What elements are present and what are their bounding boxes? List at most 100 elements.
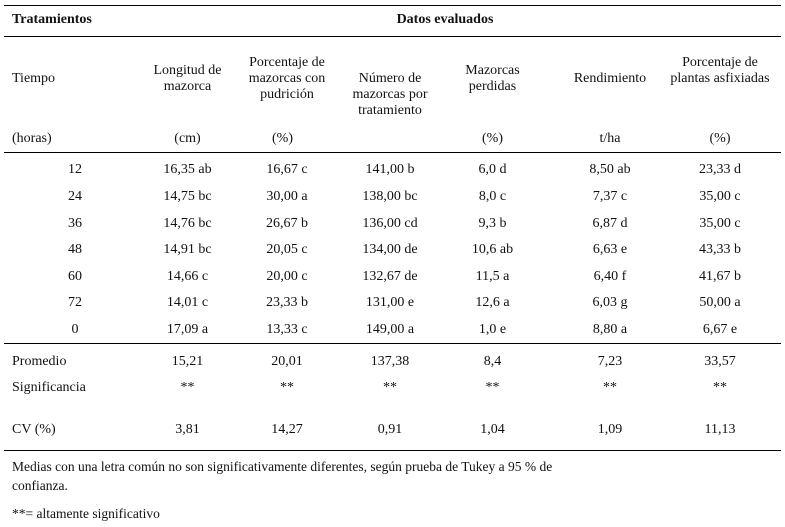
table-row: 36 14,76 bc 26,67 b 136,00 cd 9,3 b 6,87 d 35,… [0, 214, 785, 234]
value-cell: 136,00 cd [362, 216, 418, 231]
value-cell: 6,03 g [592, 295, 628, 310]
value-cell: 8,0 c [478, 189, 507, 204]
unit-perdidas: (%) [482, 131, 503, 146]
value-cell: 15,21 [171, 354, 204, 369]
col-numero: Número de mazorcas por tratamiento [352, 71, 428, 118]
value-cell: 141,00 b [365, 162, 415, 177]
unit-tiempo: (horas) [12, 131, 52, 146]
value-cell: 132,67 de [362, 269, 418, 284]
value-cell: 16,67 c [266, 162, 308, 177]
value-cell: 138,00 bc [362, 189, 418, 204]
table-row: 60 14,66 c 20,00 c 132,67 de 11,5 a 6,40 f 41,… [0, 267, 785, 287]
value-cell: 11,13 [704, 422, 736, 437]
table-row: CV (%) 3,81 14,27 0,91 1,04 1,09 11,13 [0, 420, 785, 440]
value-cell: 0,91 [377, 422, 403, 437]
row-label-cell: Significancia [12, 380, 86, 395]
row-label-cell: 0 [71, 322, 79, 337]
value-cell: ** [383, 380, 397, 395]
value-cell: 6,0 d [478, 162, 507, 177]
unit-rendimiento: t/ha [599, 131, 621, 146]
value-cell: 14,76 bc [163, 216, 212, 231]
value-cell: 20,05 c [266, 242, 308, 257]
value-cell: ** [603, 380, 617, 395]
value-cell: 14,27 [271, 422, 303, 437]
table-row: Significancia ** ** ** ** ** ** [0, 378, 785, 398]
value-cell: 8,50 ab [589, 162, 631, 177]
value-cell: 9,3 b [478, 216, 507, 231]
value-cell: 35,00 c [699, 216, 741, 231]
value-cell: 26,67 b [266, 216, 308, 231]
row-label-cell: 48 [68, 242, 82, 257]
value-cell: 11,5 a [475, 269, 510, 284]
value-cell: 8,4 [483, 354, 502, 369]
table-top-rule [4, 5, 781, 6]
value-cell: 20,01 [271, 354, 303, 369]
table-row: 72 14,01 c 23,33 b 131,00 e 12,6 a 6,03 g 50,0… [0, 293, 785, 313]
header-tratamientos: Tratamientos [12, 12, 92, 27]
row-label-cell: CV (%) [12, 422, 56, 437]
value-cell: 6,67 e [702, 322, 738, 337]
col-pudricion: Porcentaje de mazorcas con pudrición [248, 55, 326, 102]
note-medias: Medias con una letra común no son signif… [12, 459, 553, 493]
value-cell: 3,81 [175, 422, 200, 437]
row-label-cell: 60 [68, 269, 82, 284]
col-asfixiadas: Porcentaje de plantas asfixiadas [670, 55, 770, 86]
value-cell: 17,09 a [166, 322, 209, 337]
value-cell: 33,57 [704, 354, 736, 369]
value-cell: 6,63 e [592, 242, 628, 257]
value-cell: 1,0 e [478, 322, 507, 337]
data-bottom-rule [4, 343, 781, 344]
row-label-cell: 24 [68, 189, 82, 204]
value-cell: 14,75 bc [163, 189, 212, 204]
header-datos-evaluados: Datos evaluados [396, 12, 494, 27]
value-cell: 14,01 c [166, 295, 209, 310]
value-cell: 12,6 a [475, 295, 510, 310]
table-row: 0 17,09 a 13,33 c 149,00 a 1,0 e 8,80 a 6,67 e [0, 320, 785, 340]
note-significativo: **= altamente significativo [12, 506, 160, 521]
value-cell: ** [713, 380, 727, 395]
table-row: Promedio 15,21 20,01 137,38 8,4 7,23 33,57 [0, 352, 785, 372]
header-rule [4, 36, 781, 37]
value-cell: 23,33 d [699, 162, 741, 177]
value-cell: 7,37 c [592, 189, 628, 204]
col-rendimiento: Rendimiento [573, 71, 647, 86]
value-cell: 35,00 c [699, 189, 741, 204]
value-cell: 137,38 [370, 354, 410, 369]
value-cell: 131,00 e [365, 295, 415, 310]
value-cell: 50,00 a [699, 295, 741, 310]
value-cell: ** [180, 380, 195, 395]
col-tiempo: Tiempo [12, 71, 56, 86]
row-label-cell: Promedio [12, 354, 67, 369]
col-perdidas: Mazorcas perdidas [465, 63, 520, 94]
value-cell: 7,23 [597, 354, 623, 369]
value-cell: 16,35 ab [163, 162, 212, 177]
value-cell: 10,6 ab [471, 242, 514, 257]
value-cell: 41,67 b [699, 269, 741, 284]
units-rule [4, 152, 781, 153]
unit-longitud: (cm) [174, 131, 201, 146]
value-cell: ** [485, 380, 500, 395]
value-cell: 13,33 c [266, 322, 308, 337]
value-cell: 23,33 b [266, 295, 308, 310]
value-cell: 14,66 c [166, 269, 209, 284]
value-cell: 1,04 [480, 422, 505, 437]
table-row: 12 16,35 ab 16,67 c 141,00 b 6,0 d 8,50 ab 23,… [0, 160, 785, 180]
table-row: 24 14,75 bc 30,00 a 138,00 bc 8,0 c 7,37 c 35,… [0, 187, 785, 207]
value-cell: 8,80 a [592, 322, 628, 337]
unit-pudricion: (%) [272, 131, 293, 146]
row-label-cell: 36 [68, 216, 82, 231]
row-label-cell: 12 [68, 162, 82, 177]
value-cell: 43,33 b [699, 242, 741, 257]
value-cell: 6,87 d [592, 216, 628, 231]
col-longitud: Longitud de mazorca [153, 63, 222, 94]
value-cell: 1,09 [597, 422, 623, 437]
value-cell: 14,91 bc [163, 242, 212, 257]
value-cell: 149,00 a [365, 322, 415, 337]
unit-asfixiadas: (%) [709, 131, 731, 146]
table-row: 48 14,91 bc 20,05 c 134,00 de 10,6 ab 6,63 e 4… [0, 240, 785, 260]
value-cell: 30,00 a [266, 189, 308, 204]
value-cell: 134,00 de [362, 242, 418, 257]
row-label-cell: 72 [68, 295, 82, 310]
table-bottom-rule [4, 450, 781, 451]
